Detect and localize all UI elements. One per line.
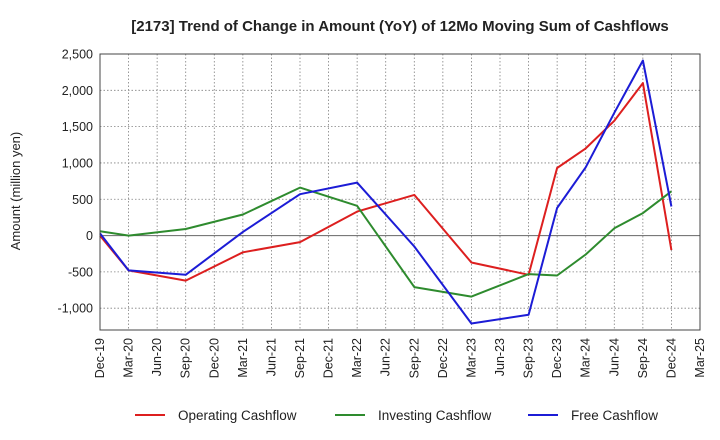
- legend-label-0: Operating Cashflow: [178, 408, 297, 423]
- y-tick-label: -500: [68, 265, 93, 279]
- x-tick-label: Jun-23: [493, 338, 507, 376]
- x-tick-label: Jun-20: [150, 338, 164, 376]
- x-tick-label: Sep-21: [293, 338, 307, 378]
- x-tick-label: Sep-20: [179, 338, 193, 378]
- x-tick-label: Sep-24: [636, 338, 650, 378]
- x-tick-label: Sep-22: [407, 338, 421, 378]
- y-tick-label: 0: [86, 229, 93, 243]
- series-layer: [99, 59, 673, 325]
- grid: [99, 53, 701, 330]
- x-tick-label: Mar-25: [693, 338, 707, 378]
- x-tick-label: Dec-19: [93, 338, 107, 378]
- x-tick-labels: Dec-19 Mar-20 Jun-20 Sep-20 Dec-20 Mar-21 Jun-…: [93, 338, 707, 378]
- x-tick-label: Dec-24: [664, 338, 678, 378]
- y-tick-labels: -1,000 -500 0 500 1,000 1,500 2,000 2,500: [58, 48, 94, 316]
- x-tick-label: Jun-22: [379, 338, 393, 376]
- legend: Operating Cashflow Investing Cashflow Free…: [135, 408, 658, 423]
- x-tick-label: Mar-22: [350, 338, 364, 378]
- series-line-1: [99, 186, 673, 298]
- y-tick-label: 1,500: [62, 120, 93, 134]
- y-axis-label: Amount (million yen): [8, 132, 23, 251]
- y-tick-label: 500: [72, 193, 93, 207]
- x-tick-label: Dec-23: [550, 338, 564, 378]
- x-tick-label: Mar-21: [236, 338, 250, 378]
- y-tick-label: 1,000: [62, 156, 93, 170]
- x-tick-label: Mar-23: [464, 338, 478, 378]
- plot-frame: [99, 53, 701, 331]
- legend-label-2: Free Cashflow: [571, 408, 658, 423]
- x-tick-label: Jun-24: [607, 338, 621, 376]
- y-tick-label: 2,000: [62, 84, 93, 98]
- x-tick-label: Mar-20: [122, 338, 136, 378]
- x-tick-label: Mar-24: [579, 338, 593, 378]
- y-tick-label: 2,500: [62, 48, 93, 62]
- x-tick-label: Jun-21: [264, 338, 278, 376]
- x-tick-label: Dec-22: [436, 338, 450, 378]
- x-tick-label: Dec-20: [207, 338, 221, 378]
- series-line-2: [99, 59, 673, 325]
- x-tick-label: Sep-23: [522, 338, 536, 378]
- y-tick-label: -1,000: [58, 302, 93, 316]
- chart-title: [2173] Trend of Change in Amount (YoY) o…: [131, 18, 669, 35]
- legend-label-1: Investing Cashflow: [378, 408, 492, 423]
- series-line-0: [99, 82, 673, 282]
- x-tick-label: Dec-21: [322, 338, 336, 378]
